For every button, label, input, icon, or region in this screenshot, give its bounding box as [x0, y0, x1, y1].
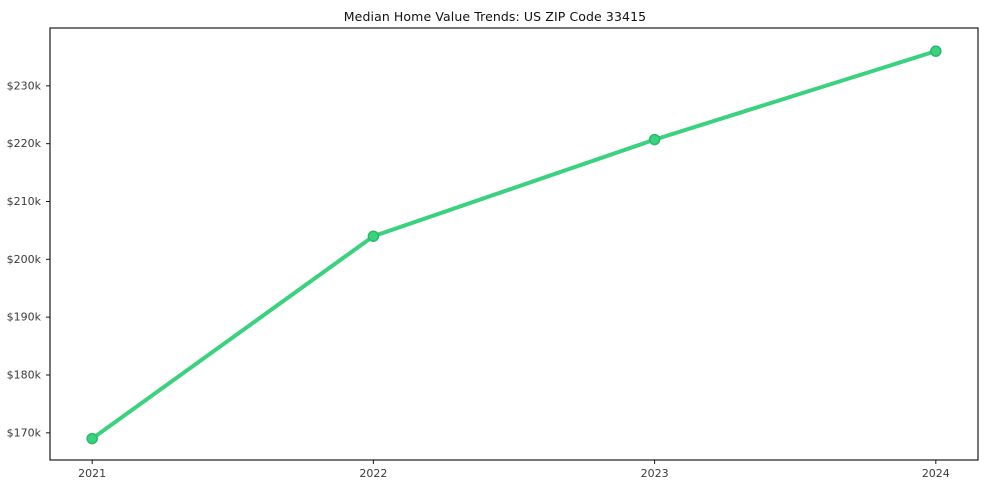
y-axis-tick-label: $200k	[7, 253, 42, 266]
y-axis-tick-label: $170k	[7, 426, 42, 439]
y-axis-tick-label: $230k	[7, 79, 42, 92]
data-point-marker	[930, 45, 942, 57]
data-point-marker	[367, 230, 380, 242]
x-axis-tick-label: 2021	[78, 467, 106, 480]
data-point-marker	[86, 432, 98, 445]
x-axis-tick-label: 2022	[359, 467, 387, 480]
x-axis-tick-label: 2023	[641, 467, 669, 480]
x-axis-tick-label: 2024	[922, 467, 950, 480]
plot-area-border	[49, 27, 979, 461]
line-series-median-home-value	[90, 49, 938, 441]
y-axis-tick-label: $210k	[7, 195, 42, 208]
y-axis-tick-label: $190k	[7, 311, 42, 324]
data-point-marker	[648, 133, 661, 146]
y-axis-tick-label: $180k	[7, 369, 42, 382]
y-axis-tick-label: $220k	[7, 137, 42, 150]
chart-title: Median Home Value Trends: US ZIP Code 33…	[343, 9, 647, 24]
